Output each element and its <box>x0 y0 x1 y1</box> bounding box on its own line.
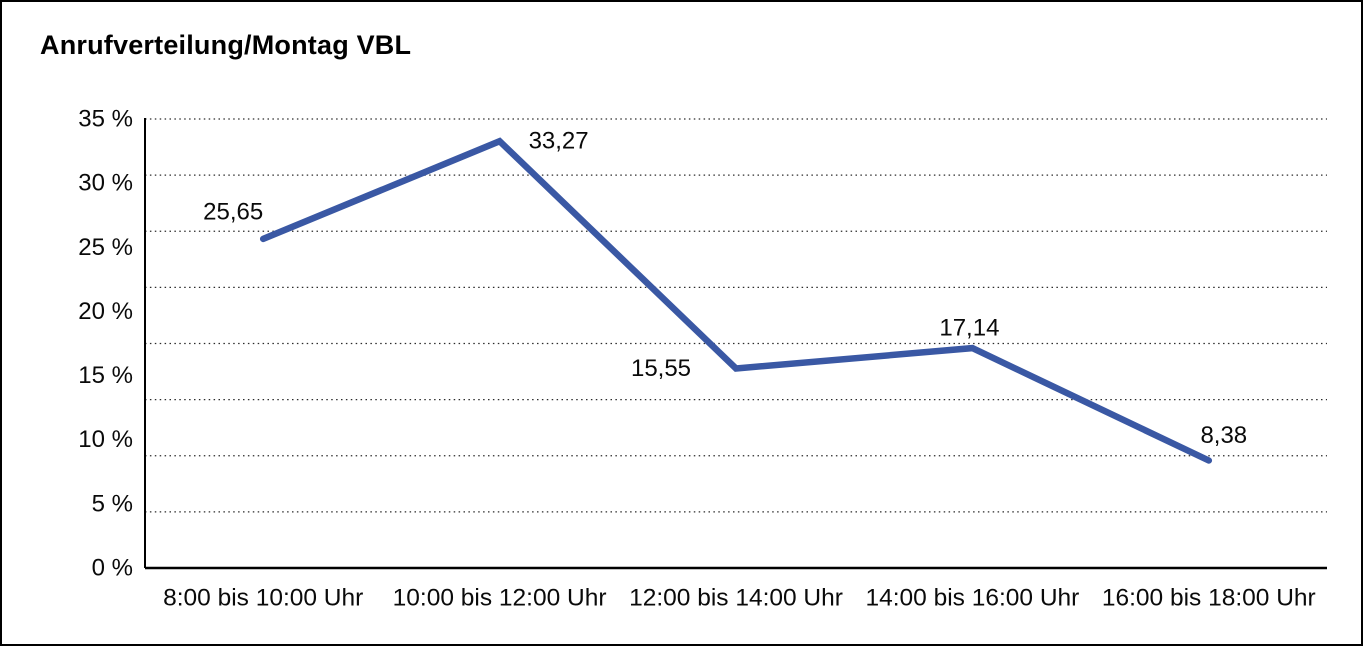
y-axis-tick-label: 35 % <box>78 106 133 133</box>
data-point-label: 25,65 <box>203 198 263 225</box>
y-axis-tick-label: 10 % <box>78 426 133 453</box>
data-point-label: 33,27 <box>529 128 589 155</box>
y-axis-tick-label: 15 % <box>78 362 133 389</box>
x-axis-category-label: 14:00 bis 16:00 Uhr <box>865 585 1079 612</box>
data-point-labels: 25,65 33,27 15,55 17,14 8,38 <box>203 128 1247 449</box>
chart-title: Anrufverteilung/Montag VBL <box>40 30 412 60</box>
data-point-label: 17,14 <box>939 315 999 342</box>
x-axis-category-labels: 8:00 bis 10:00 Uhr 10:00 bis 12:00 Uhr 12:… <box>163 585 1316 612</box>
x-axis-category-label: 16:00 bis 18:00 Uhr <box>1102 585 1316 612</box>
y-axis-tick-label: 5 % <box>92 490 133 517</box>
x-axis-category-label: 8:00 bis 10:00 Uhr <box>163 585 363 612</box>
y-axis-tick-label: 25 % <box>78 234 133 261</box>
axes-group <box>144 118 1327 570</box>
y-axis-tick-label: 20 % <box>78 298 133 325</box>
data-point-label: 8,38 <box>1200 422 1247 449</box>
gridlines-group <box>145 118 1327 513</box>
data-series-group <box>259 137 1213 464</box>
x-axis-category-label: 10:00 bis 12:00 Uhr <box>393 585 607 612</box>
data-point-label: 15,55 <box>631 355 691 382</box>
y-axis-tick-label: 0 % <box>92 555 133 582</box>
x-axis-category-label: 12:00 bis 14:00 Uhr <box>629 585 843 612</box>
data-series-line <box>259 137 1213 464</box>
y-axis-tick-label: 30 % <box>78 170 133 197</box>
y-axis-tick-labels: 35 % 30 % 25 % 20 % 15 % 10 % 5 % 0 % <box>78 106 133 582</box>
